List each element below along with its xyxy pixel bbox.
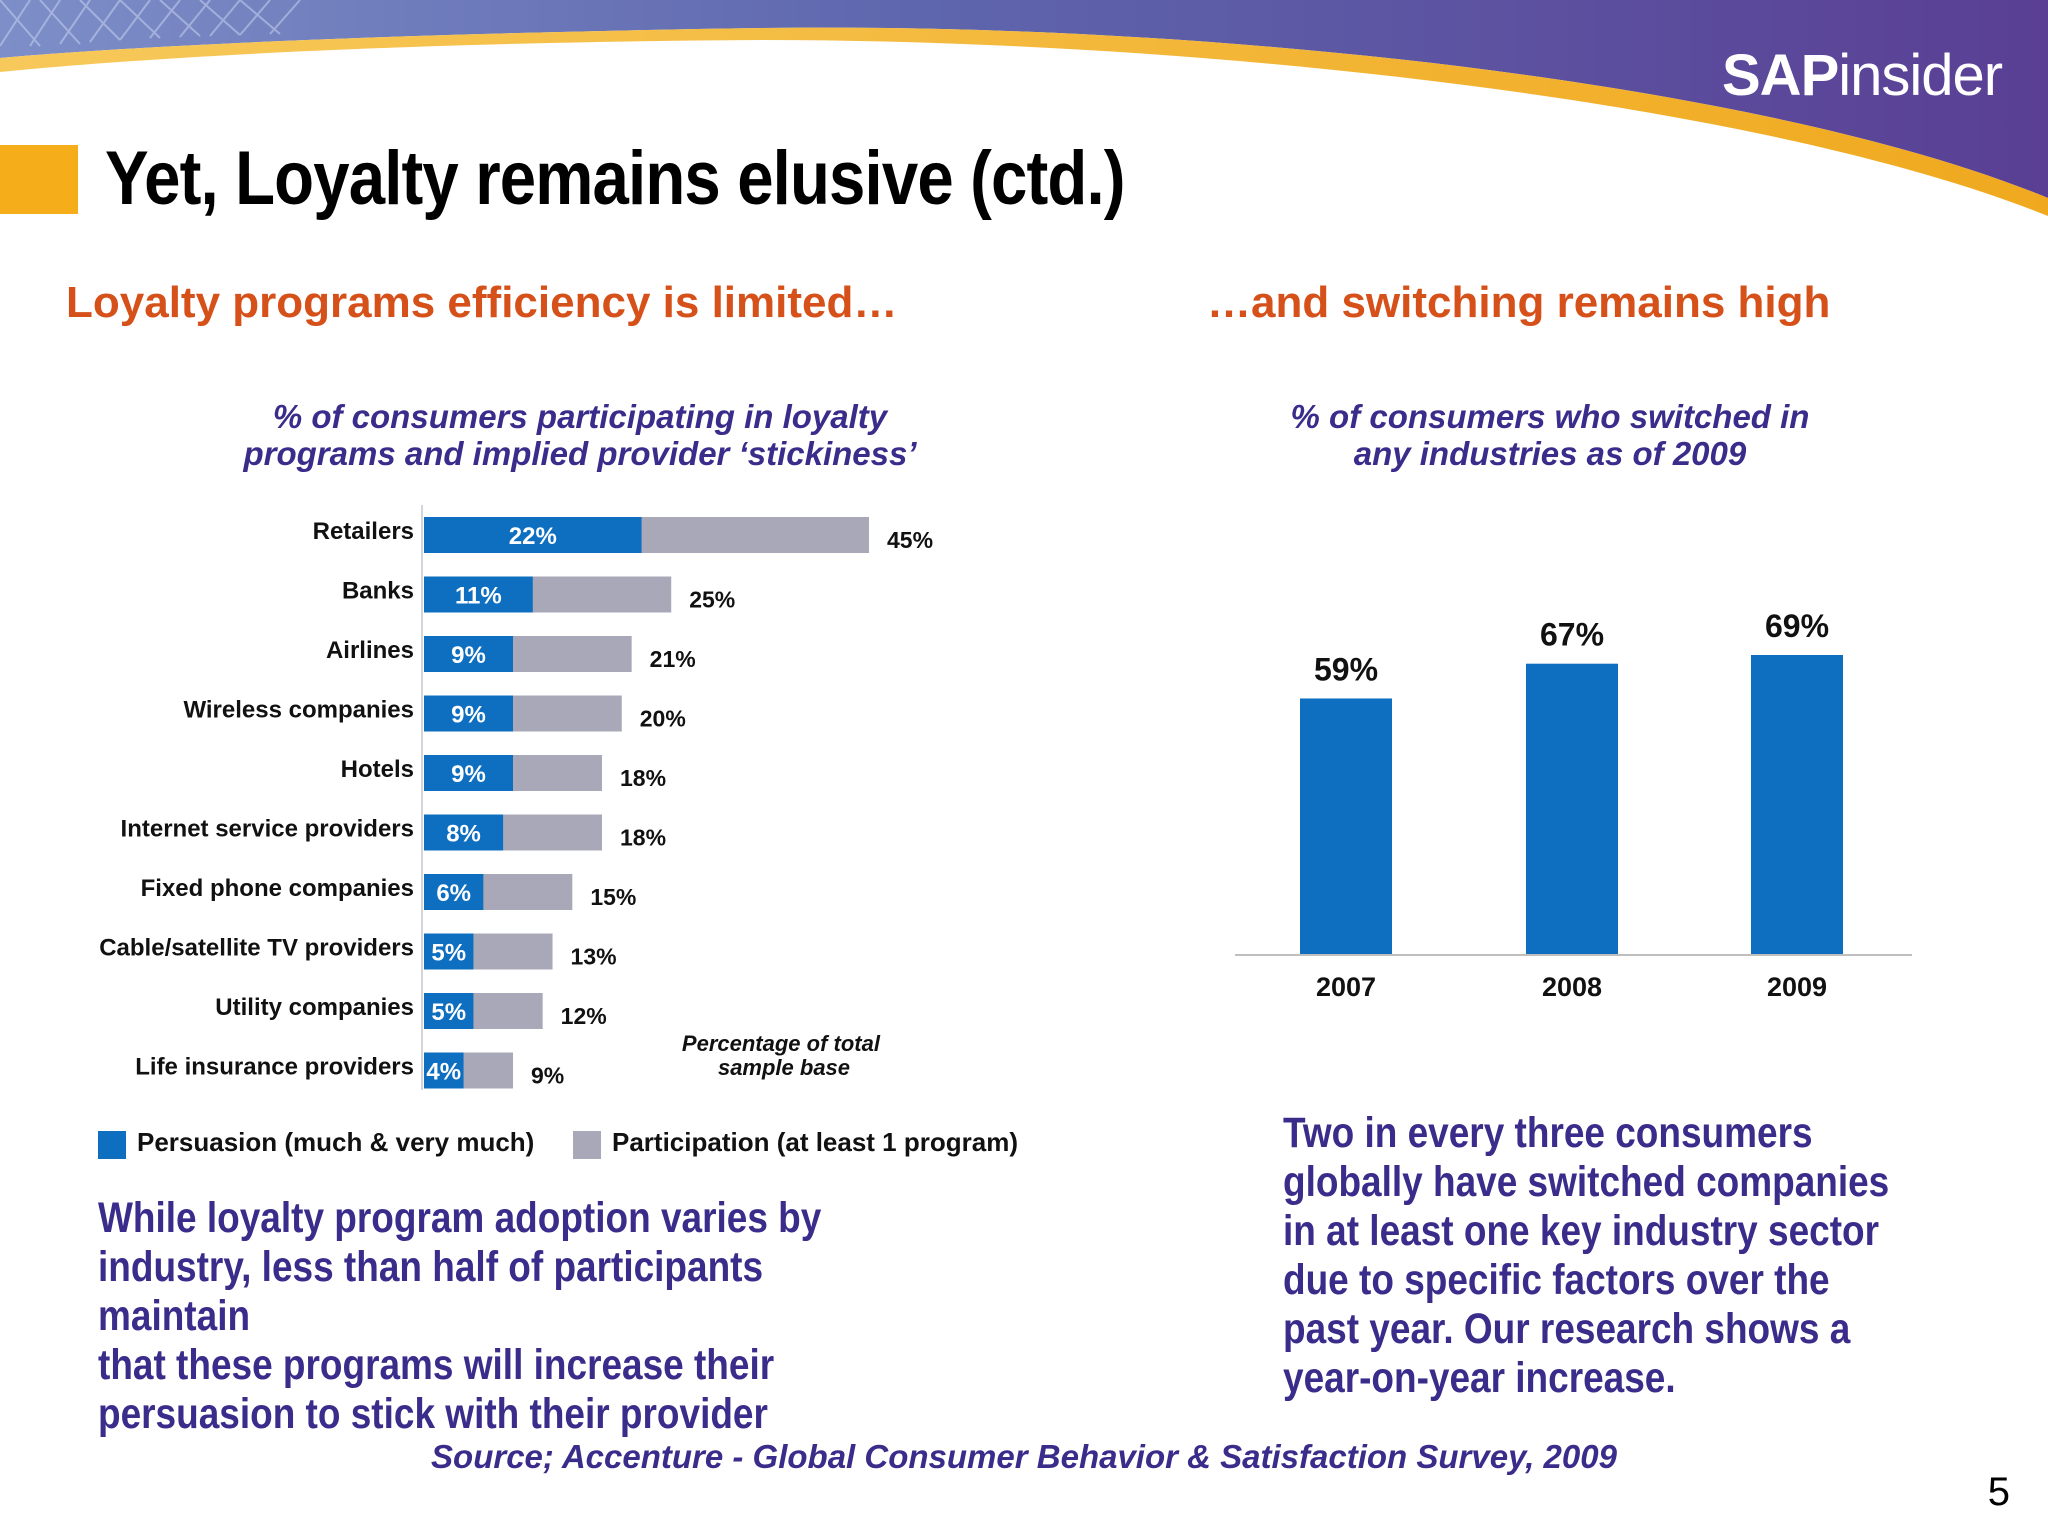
participation-value-label: 18% xyxy=(620,825,666,851)
left-body-text: While loyalty program adoption varies by… xyxy=(98,1194,822,1438)
persuasion-value-label: 8% xyxy=(446,821,481,848)
bar-persuasion-fixed-phone-companies xyxy=(424,874,484,910)
participation-value-label: 18% xyxy=(620,765,666,791)
sap-insider-logo: SAPinsider xyxy=(1722,43,2003,108)
bar-2009 xyxy=(1751,655,1843,955)
value-label-2008: 67% xyxy=(1540,617,1604,653)
persuasion-value-label: 9% xyxy=(451,702,486,729)
category-label-internet-service-providers: Internet service providers xyxy=(121,816,414,843)
bar-persuasion-internet-service-providers xyxy=(424,814,504,851)
left-heading: Loyalty programs efficiency is limited… xyxy=(66,278,898,327)
participation-value-label: 25% xyxy=(689,587,735,613)
bar-2008 xyxy=(1526,663,1618,955)
participation-value-label: 21% xyxy=(650,646,696,672)
category-label-banks: Banks xyxy=(342,578,414,605)
persuasion-value-label: 6% xyxy=(436,880,471,907)
bar-persuasion-wireless-companies xyxy=(424,695,513,732)
persuasion-value-label: 5% xyxy=(431,940,466,967)
persuasion-value-label: 11% xyxy=(455,583,502,610)
persuasion-value-label: 9% xyxy=(451,761,486,788)
right-body-text: Two in every three consumers globally ha… xyxy=(1283,1109,1890,1402)
title-marker xyxy=(0,145,78,214)
category-label-fixed-phone-companies: Fixed phone companies xyxy=(141,875,414,902)
value-label-2007: 59% xyxy=(1314,651,1378,687)
category-label-airlines: Airlines xyxy=(326,637,414,664)
category-label-wireless-companies: Wireless companies xyxy=(183,697,414,724)
persuasion-value-label: 22% xyxy=(509,523,557,550)
header-banner xyxy=(0,0,2048,216)
participation-value-label: 12% xyxy=(561,1003,607,1029)
participation-value-label: 45% xyxy=(887,527,933,553)
bar-persuasion-hotels xyxy=(424,755,513,791)
participation-value-label: 9% xyxy=(531,1063,564,1089)
source-citation: Source; Accenture - Global Consumer Beha… xyxy=(431,1438,1617,1475)
bar-persuasion-airlines xyxy=(424,636,513,672)
legend-swatch-participation xyxy=(573,1131,601,1159)
persuasion-value-label: 5% xyxy=(431,999,466,1026)
legend-swatch-persuasion xyxy=(98,1131,126,1159)
bar-persuasion-banks xyxy=(424,576,533,613)
page-title: Yet, Loyalty remains elusive (ctd.) xyxy=(105,136,1126,221)
bar-persuasion-utility-companies xyxy=(424,993,474,1029)
category-label-retailers: Retailers xyxy=(313,518,414,545)
bar-persuasion-retailers xyxy=(424,517,642,553)
participation-value-label: 20% xyxy=(640,706,686,732)
loyalty-bar-chart: Retailers 22% 45% Banks 11% 25% Airlines 9% 21% W… xyxy=(99,505,933,1090)
right-heading: …and switching remains high xyxy=(1207,278,1831,327)
category-label-utility-companies: Utility companies xyxy=(215,994,414,1021)
chart-annotation: Percentage of total sample base xyxy=(682,1031,886,1080)
x-tick-label-2009: 2009 xyxy=(1767,972,1827,1002)
participation-value-label: 13% xyxy=(571,944,617,970)
page-number: 5 xyxy=(1987,1470,2010,1514)
persuasion-value-label: 4% xyxy=(426,1059,461,1086)
left-chart-title: % of consumers participating in loyalty … xyxy=(243,398,917,472)
category-label-life-insurance-providers: Life insurance providers xyxy=(135,1054,414,1081)
bar-2007 xyxy=(1300,698,1392,955)
legend-label-participation: Participation (at least 1 program) xyxy=(612,1127,1018,1157)
persuasion-value-label: 9% xyxy=(451,642,486,669)
legend-label-persuasion: Persuasion (much & very much) xyxy=(137,1127,535,1157)
x-tick-label-2007: 2007 xyxy=(1316,972,1376,1002)
category-label-hotels: Hotels xyxy=(341,756,414,783)
bar-persuasion-life-insurance-providers xyxy=(424,1052,464,1089)
right-chart-title: % of consumers who switched in any indus… xyxy=(1290,398,1810,472)
switching-bar-chart: 59% 2007 67% 2008 69% 2009 xyxy=(1235,608,1912,1002)
participation-value-label: 15% xyxy=(590,884,636,910)
category-label-cable-satellite-tv-providers: Cable/satellite TV providers xyxy=(99,935,414,962)
value-label-2009: 69% xyxy=(1765,608,1829,644)
x-tick-label-2008: 2008 xyxy=(1542,972,1602,1002)
bar-persuasion-cable-satellite-tv-providers xyxy=(424,933,474,970)
